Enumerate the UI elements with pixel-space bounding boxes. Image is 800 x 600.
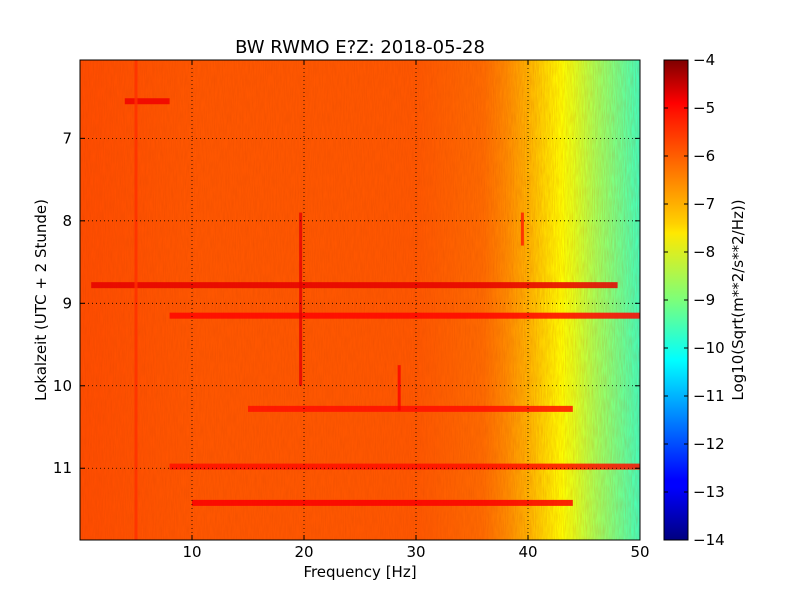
x-axis-label: Frequency [Hz] <box>303 563 416 581</box>
y-tick-label: 10 <box>53 377 72 395</box>
y-axis-ticks: 7 8 9 10 11 <box>53 129 640 477</box>
plot-frame <box>79 59 641 541</box>
y-tick-label: 7 <box>62 129 72 147</box>
vertical-line <box>134 60 138 540</box>
colorbar-tick-label: −10 <box>693 339 725 357</box>
colorbar-tick-label: −9 <box>693 291 715 309</box>
x-tick-label: 50 <box>630 543 649 561</box>
grid-lines <box>80 60 640 540</box>
vertical-line <box>299 212 303 386</box>
colorbar-tick-label: −4 <box>693 51 715 69</box>
colorbar-tick-label: −5 <box>693 99 715 117</box>
horizontal-band <box>169 312 640 319</box>
colorbar-tick-label: −7 <box>693 195 715 213</box>
plot-area: 10 20 30 40 50 7 8 9 10 11 <box>53 59 650 561</box>
horizontal-band <box>124 98 170 105</box>
y-tick-label: 9 <box>62 294 72 312</box>
vertical-line <box>520 212 524 246</box>
colorbar-ticks: −4 −5 −6 −7 −8 −9 −10 −11 −12 −13 −14 <box>664 51 725 549</box>
spectrogram-texture <box>80 60 640 540</box>
colorbar-label: Log10(Sqrt(m**2/s**2/Hz)) <box>729 199 747 400</box>
x-tick-label: 20 <box>294 543 313 561</box>
vertical-line <box>397 365 401 411</box>
chart-title: BW RWMO E?Z: 2018-05-28 <box>235 37 485 58</box>
colorbar-tick-label: −6 <box>693 147 715 165</box>
colorbar-tick-label: −8 <box>693 243 715 261</box>
x-axis-ticks: 10 20 30 40 50 <box>182 60 650 561</box>
colorbar: −4 −5 −6 −7 −8 −9 −10 −11 −12 −13 −14 Log10(Sqrt(m… <box>663 51 747 549</box>
horizontal-band <box>91 282 618 289</box>
colorbar-tick-label: −11 <box>693 387 725 405</box>
horizontal-band <box>248 405 573 412</box>
x-tick-label: 30 <box>406 543 425 561</box>
horizontal-band <box>169 463 640 470</box>
y-tick-label: 11 <box>53 459 72 477</box>
colorbar-tick-label: −12 <box>693 435 725 453</box>
x-tick-label: 10 <box>182 543 201 561</box>
horizontal-band <box>192 499 573 506</box>
colorbar-tick-label: −13 <box>693 483 725 501</box>
y-axis-label: Lokalzeit (UTC + 2 Stunde) <box>32 199 50 401</box>
x-tick-label: 40 <box>518 543 537 561</box>
colorbar-tick-label: −14 <box>693 531 725 549</box>
y-tick-label: 8 <box>62 212 72 230</box>
spectral-features <box>91 60 640 540</box>
